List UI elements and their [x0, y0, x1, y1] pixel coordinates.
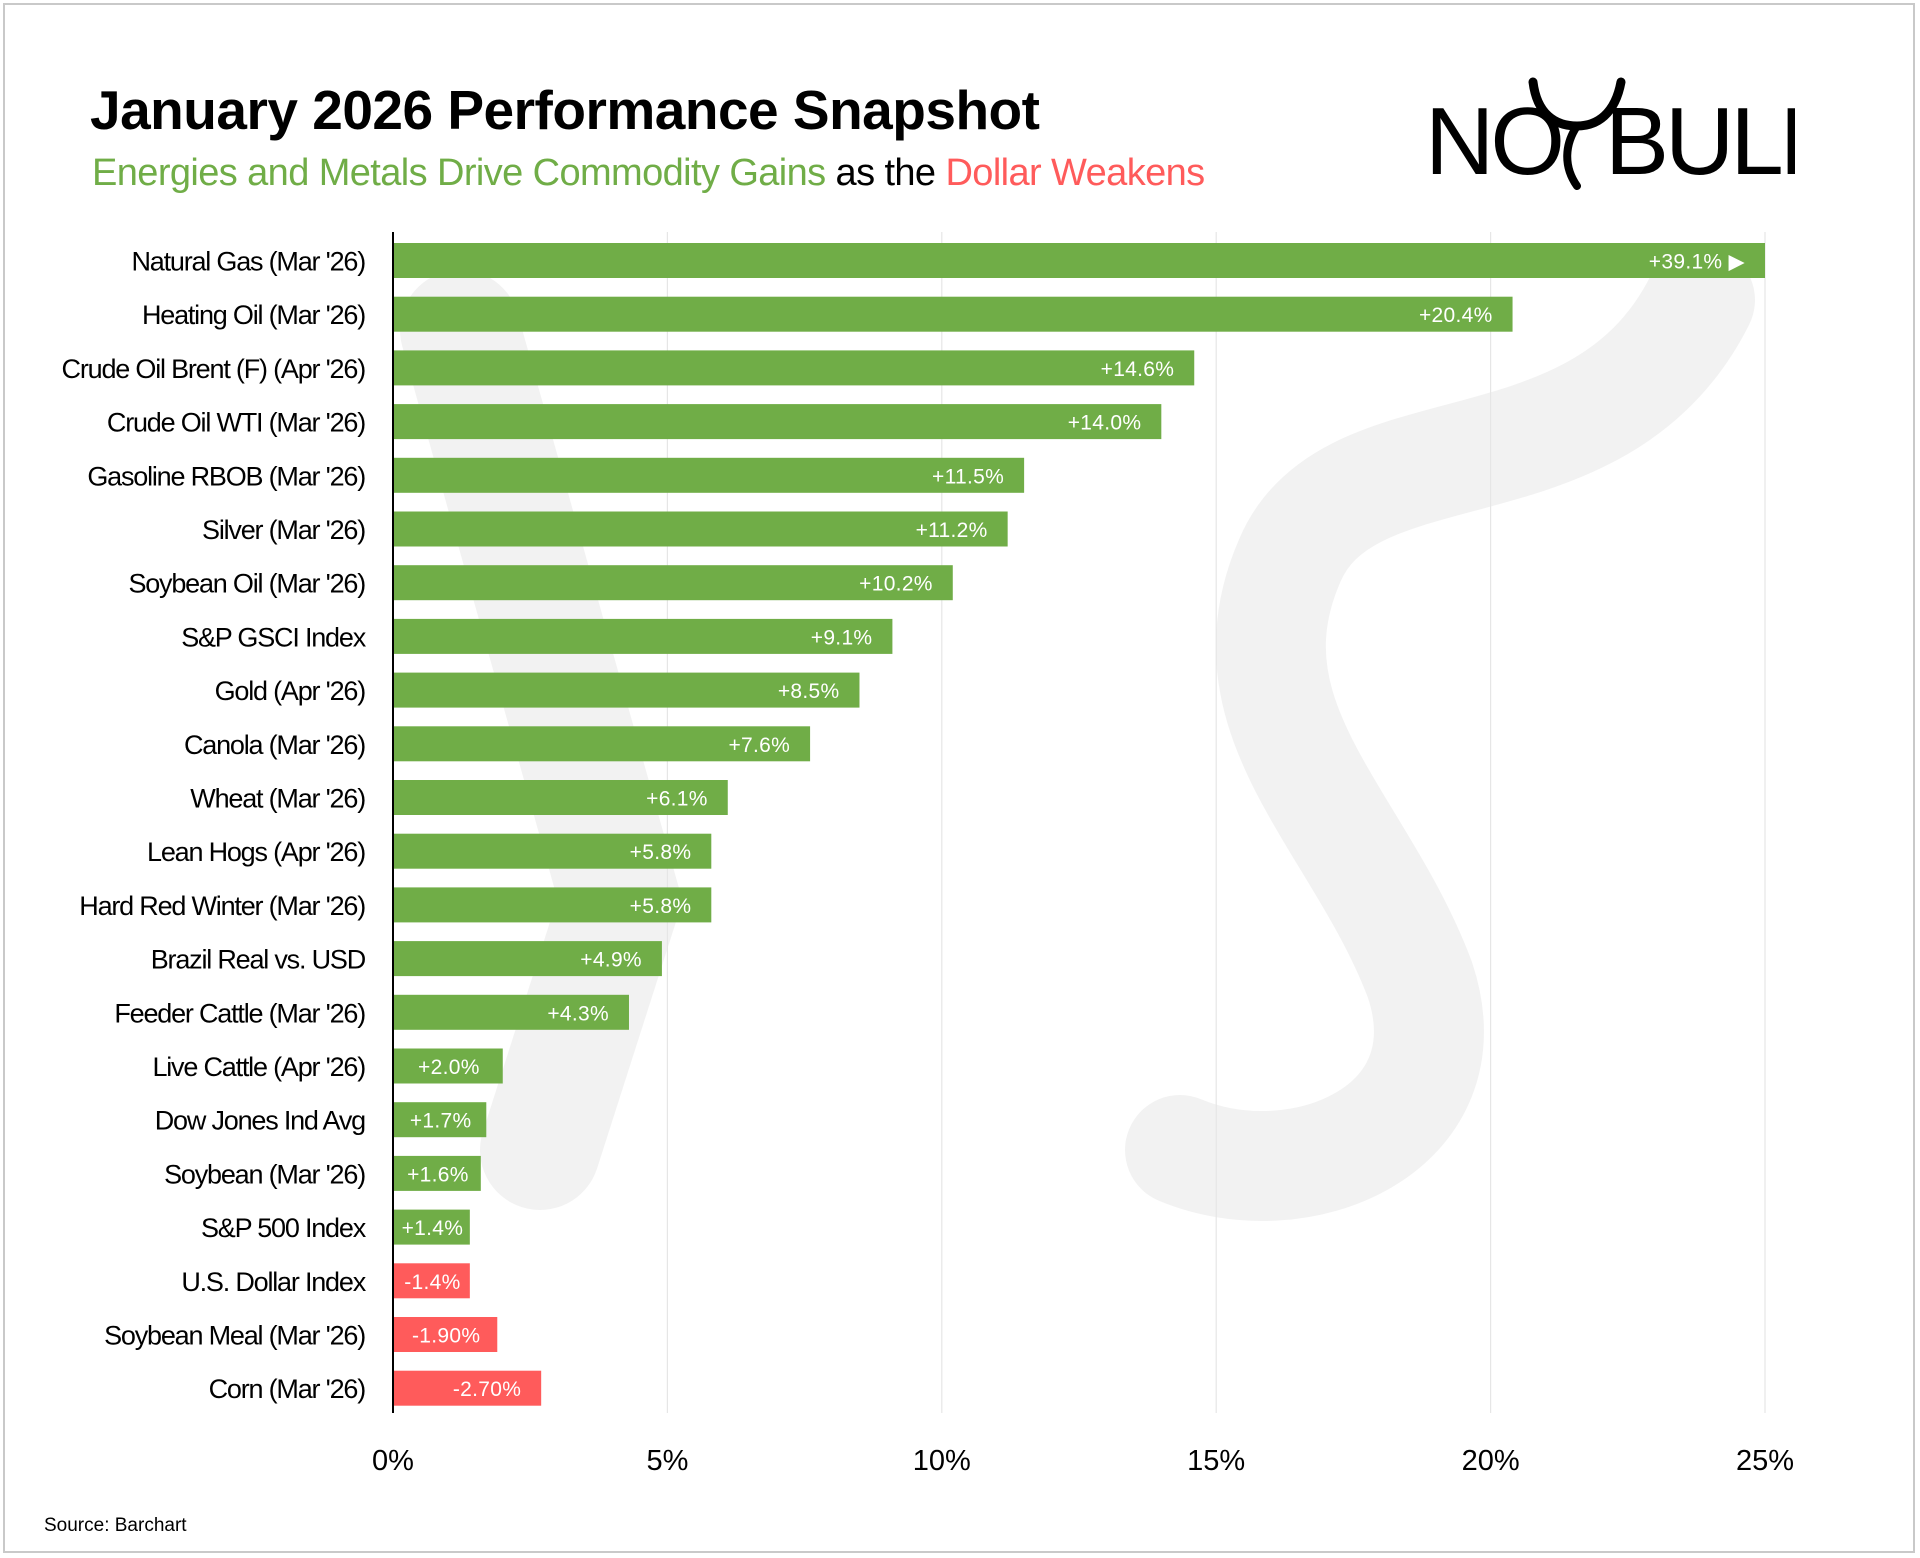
logo-text-right: BULL	[1605, 88, 1795, 194]
category-label: S&P 500 Index	[201, 1213, 367, 1243]
category-label: Dow Jones Ind Avg	[155, 1106, 365, 1136]
category-label: Corn (Mar '26)	[209, 1374, 366, 1404]
bar	[394, 296, 1513, 332]
bar-value-label: +9.1%	[811, 626, 873, 649]
bars: +39.1% ▶ +20.4% +14.6% +14.0% +11.5% +11.2% +1…	[394, 243, 1765, 1406]
x-tick-label: 10%	[913, 1445, 971, 1477]
category-labels: Natural Gas (Mar '26) Heating Oil (Mar '2…	[62, 247, 368, 1405]
bar	[394, 1155, 481, 1191]
bar-value-label: +7.6%	[728, 734, 790, 757]
bar-value-label: +4.3%	[547, 1002, 609, 1025]
bar-value-label: -1.4%	[404, 1271, 460, 1294]
bar-value-label: -2.70%	[453, 1378, 521, 1401]
bar-value-label: +10.2%	[859, 573, 933, 596]
source-note: Source: Barchart	[44, 1515, 187, 1536]
bar	[394, 1209, 470, 1245]
bar	[394, 1370, 542, 1406]
category-label: Hard Red Winter (Mar '26)	[79, 891, 365, 921]
x-tick-label: 25%	[1736, 1445, 1794, 1477]
x-axis-ticks: 0% 5% 10% 15% 20% 25%	[372, 1445, 1794, 1477]
category-label: Soybean (Mar '26)	[164, 1159, 365, 1189]
category-label: Soybean Oil (Mar '26)	[128, 569, 365, 599]
category-label: Gold (Apr '26)	[215, 676, 366, 706]
bar	[394, 350, 1195, 386]
x-tick-label: 15%	[1187, 1445, 1245, 1477]
bar-value-label: +20.4%	[1419, 304, 1493, 327]
subtitle-red-part: Dollar Weakens	[945, 152, 1205, 194]
category-label: Live Cattle (Apr '26)	[152, 1052, 365, 1082]
category-label: Canola (Mar '26)	[184, 730, 365, 760]
category-label: U.S. Dollar Index	[181, 1267, 366, 1297]
bar-value-label: +14.0%	[1068, 412, 1142, 435]
bar	[394, 1102, 487, 1138]
bar-value-label: +11.5%	[932, 465, 1004, 488]
bar	[394, 404, 1162, 440]
chart-subtitle: Energies and Metals Drive Commodity Gain…	[92, 152, 1205, 195]
category-label: Heating Oil (Mar '26)	[142, 300, 365, 330]
category-label: Gasoline RBOB (Mar '26)	[87, 461, 365, 491]
bar-value-label: +1.4%	[402, 1217, 464, 1240]
bar-value-label: +39.1% ▶	[1649, 251, 1746, 274]
bar-value-label: +6.1%	[646, 788, 708, 811]
bar	[394, 1263, 470, 1299]
x-tick-label: 20%	[1462, 1445, 1520, 1477]
bar	[394, 887, 712, 923]
bar	[394, 941, 662, 977]
bar-value-label: -1.90%	[412, 1325, 480, 1348]
category-label: Natural Gas (Mar '26)	[131, 247, 365, 277]
category-label: Crude Oil WTI (Mar '26)	[107, 408, 365, 438]
bar	[394, 618, 893, 654]
category-label: Soybean Meal (Mar '26)	[104, 1321, 365, 1351]
subtitle-green-part: Energies and Metals Drive Commodity Gain…	[92, 152, 826, 194]
bar	[394, 511, 1008, 547]
category-label: Lean Hogs (Apr '26)	[147, 837, 365, 867]
bar	[394, 833, 712, 869]
bar	[394, 994, 629, 1030]
bar-value-label: +14.6%	[1101, 358, 1175, 381]
x-tick-label: 5%	[646, 1445, 688, 1477]
bar-value-label: +4.9%	[580, 949, 642, 972]
category-label: Brazil Real vs. USD	[151, 945, 366, 975]
bull-horns-logo-icon: NO BULL	[1425, 77, 1795, 194]
subtitle-black-part: as the	[825, 152, 946, 194]
category-label: Feeder Cattle (Mar '26)	[114, 998, 365, 1028]
bar-value-label: +5.8%	[630, 841, 692, 864]
category-label: Crude Oil Brent (F) (Apr '26)	[62, 354, 366, 384]
category-label: Wheat (Mar '26)	[190, 784, 365, 814]
bar	[394, 780, 728, 815]
bar	[394, 565, 953, 601]
bar	[394, 1048, 503, 1084]
bar-value-label: +1.6%	[407, 1163, 469, 1186]
bar	[394, 672, 860, 708]
category-label: S&P GSCI Index	[181, 622, 367, 652]
bar-value-label: +8.5%	[778, 680, 840, 703]
chart-title: January 2026 Performance Snapshot	[90, 79, 1040, 141]
bar	[394, 457, 1025, 493]
bar-value-label: +11.2%	[916, 519, 988, 542]
bar	[394, 726, 811, 762]
bar-value-label: +5.8%	[630, 895, 692, 918]
category-label: Silver (Mar '26)	[202, 515, 365, 545]
x-tick-label: 0%	[372, 1445, 414, 1477]
bar	[394, 243, 1765, 278]
bar-value-label: +2.0%	[418, 1056, 480, 1079]
bar-value-label: +1.7%	[410, 1110, 472, 1133]
bar	[394, 1317, 498, 1352]
